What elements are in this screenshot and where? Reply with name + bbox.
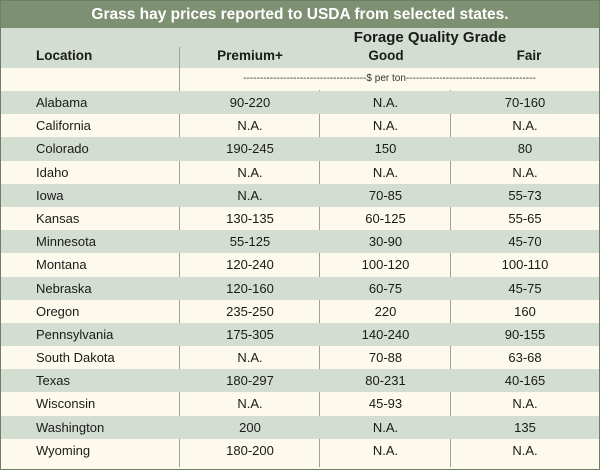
fair-cell: N.A. <box>512 396 538 412</box>
table-row: Kansas 130-135 60-125 55-65 <box>1 207 599 230</box>
good-cell: 30-90 <box>368 234 403 250</box>
table-row: South Dakota N.A. 70-88 63-68 <box>1 346 599 369</box>
good-cell: 100-120 <box>361 257 410 273</box>
table-body: Alabama 90-220 N.A. 70-160 California N.A. N.A… <box>1 91 599 462</box>
table-row: Minnesota 55-125 30-90 45-70 <box>1 230 599 254</box>
table-row: Texas 180-297 80-231 40-165 <box>1 369 599 393</box>
location-cell: Wisconsin <box>36 396 96 412</box>
table-row: Montana 120-240 100-120 100-110 <box>1 253 599 276</box>
fair-cell: 63-68 <box>508 350 542 366</box>
good-cell: 45-93 <box>368 396 403 412</box>
premium-cell: 235-250 <box>226 303 274 319</box>
good-cell: 150 <box>374 141 397 157</box>
location-cell: Alabama <box>36 95 88 110</box>
table-title: Grass hay prices reported to USDA from s… <box>1 1 599 28</box>
premium-cell: 55-125 <box>229 234 271 250</box>
good-header: Good <box>368 48 404 63</box>
premium-cell: N.A. <box>237 350 263 366</box>
premium-cell: 120-160 <box>226 280 274 296</box>
table-row: Idaho N.A. N.A. N.A. <box>1 161 599 184</box>
good-cell: N.A. <box>372 95 399 110</box>
premium-header: Premium+ <box>217 48 283 63</box>
fair-cell: 135 <box>514 419 536 435</box>
location-cell: Minnesota <box>36 234 96 250</box>
fair-cell: N.A. <box>512 442 538 458</box>
location-cell: South Dakota <box>36 350 115 366</box>
forage-grade-header: Forage Quality Grade <box>353 29 507 46</box>
location-cell: Colorado <box>36 141 89 157</box>
location-cell: Oregon <box>36 303 80 319</box>
location-cell: Texas <box>36 373 70 389</box>
fair-cell: 70-160 <box>504 95 546 110</box>
premium-cell: N.A. <box>237 187 263 203</box>
good-cell: 80-231 <box>365 373 406 389</box>
premium-cell: 180-200 <box>226 442 274 458</box>
table-row: Nebraska 120-160 60-75 45-75 <box>1 276 599 300</box>
fair-cell: N.A. <box>512 164 538 180</box>
good-cell: N.A. <box>372 164 399 180</box>
table-row: Colorado 190-245 150 80 <box>1 137 599 161</box>
fair-cell: 40-165 <box>504 373 546 389</box>
good-cell: 60-125 <box>365 210 406 226</box>
good-cell: 70-85 <box>368 187 403 203</box>
fair-cell: 45-70 <box>508 234 542 250</box>
premium-cell: 200 <box>239 419 261 435</box>
premium-cell: 120-240 <box>226 257 274 273</box>
good-cell: N.A. <box>372 118 399 134</box>
fair-header: Fair <box>516 48 542 63</box>
location-cell: Kansas <box>36 210 80 226</box>
location-cell: Idaho <box>36 164 69 180</box>
fair-cell: 55-73 <box>508 187 542 203</box>
location-cell: Nebraska <box>36 280 92 296</box>
good-cell: N.A. <box>372 419 399 435</box>
location-cell: Pennsylvania <box>36 326 114 342</box>
good-cell: 140-240 <box>361 326 410 342</box>
table-row: Oregon 235-250 220 160 <box>1 300 599 323</box>
premium-cell: N.A. <box>237 164 263 180</box>
location-cell: Wyoming <box>36 442 91 458</box>
fair-cell: 80 <box>517 141 533 157</box>
column-divider <box>179 47 180 467</box>
fair-cell: 90-155 <box>504 326 546 342</box>
fair-cell: N.A. <box>512 118 538 134</box>
premium-cell: 175-305 <box>226 326 274 342</box>
table-row: Washington 200 N.A. 135 <box>1 415 599 439</box>
fair-cell: 45-75 <box>508 280 542 296</box>
table-row: California N.A. N.A. N.A. <box>1 114 599 137</box>
good-cell: 70-88 <box>368 350 403 366</box>
good-cell: 60-75 <box>368 280 403 296</box>
location-header: Location <box>36 48 93 63</box>
location-cell: Montana <box>36 257 87 273</box>
location-cell: Iowa <box>36 187 64 203</box>
fair-cell: 160 <box>514 303 536 319</box>
location-cell: Washington <box>36 419 105 435</box>
table-row: Wyoming 180-200 N.A. N.A. <box>1 439 599 462</box>
good-cell: N.A. <box>372 442 399 458</box>
premium-cell: 90-220 <box>229 95 271 110</box>
premium-cell: N.A. <box>237 396 263 412</box>
table-row: Alabama 90-220 N.A. 70-160 <box>1 91 599 115</box>
good-cell: 220 <box>374 303 397 319</box>
fair-cell: 100-110 <box>501 257 549 273</box>
units-label: -------------------------------------$ p… <box>243 73 536 84</box>
table-row: Pennsylvania 175-305 140-240 90-155 <box>1 322 599 347</box>
table-row: Wisconsin N.A. 45-93 N.A. <box>1 392 599 415</box>
premium-cell: N.A. <box>237 118 263 134</box>
location-cell: California <box>36 118 91 134</box>
header-band <box>1 28 599 68</box>
premium-cell: 130-135 <box>226 210 274 226</box>
fair-cell: 55-65 <box>508 210 542 226</box>
premium-cell: 180-297 <box>226 373 274 389</box>
premium-cell: 190-245 <box>226 141 274 157</box>
table-row: Iowa N.A. 70-85 55-73 <box>1 183 599 207</box>
